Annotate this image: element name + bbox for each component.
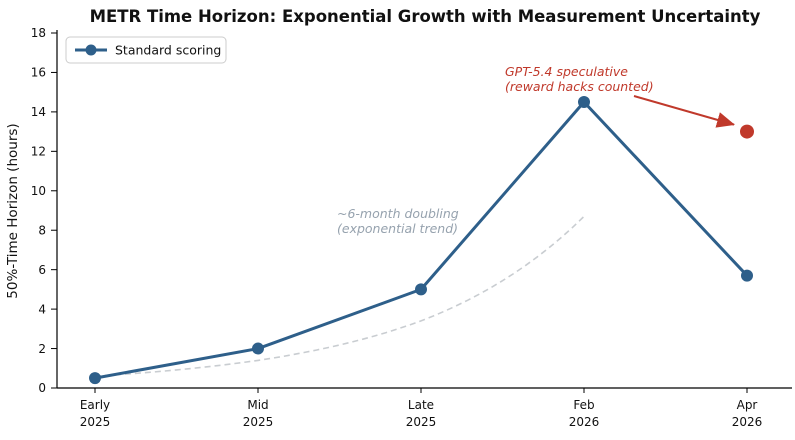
speculative-annotation-line1: GPT-5.4 speculative [505, 64, 628, 79]
x-tick-label: Late 2025 [406, 398, 437, 429]
y-axis-title: 50%-Time Horizon (hours) [5, 123, 21, 298]
x-tick-label-line: 2026 [569, 415, 600, 429]
y-tick-label: 16 [31, 66, 46, 80]
y-tick-label: 4 [38, 302, 46, 316]
y-tick-label: 18 [31, 26, 46, 40]
trend-annotation: ~6-month doubling (exponential trend) [337, 206, 463, 236]
standard-scoring-markers [89, 96, 753, 385]
y-tick-label: 12 [31, 145, 46, 159]
y-tick-label: 14 [31, 105, 46, 119]
trend-dashed-line [94, 215, 585, 377]
speculative-annotation: GPT-5.4 speculative (reward hacks counte… [505, 64, 654, 94]
y-tick-label: 6 [38, 263, 46, 277]
standard-scoring-line [94, 100, 749, 380]
x-tick-label-line: Apr [737, 398, 758, 412]
trend-annotation-line1: ~6-month doubling [337, 206, 459, 221]
annotation-arrow [633, 95, 735, 128]
standard-scoring-point [252, 342, 264, 355]
standard-scoring-point [578, 96, 590, 109]
x-tick-label: Apr 2026 [732, 398, 763, 429]
standard-scoring-point [89, 372, 101, 385]
y-tick-label: 10 [31, 184, 46, 198]
y-tick-label: 0 [38, 381, 46, 395]
x-tick-label: Feb 2026 [569, 398, 600, 429]
legend: Standard scoring [65, 36, 227, 64]
trend-annotation-line2: (exponential trend) [337, 221, 458, 236]
legend-label: Standard scoring [115, 43, 221, 58]
x-tick-label-line: Late [408, 398, 434, 412]
x-tick-label: Mid 2025 [243, 398, 274, 429]
x-tick-label-line: 2025 [243, 415, 274, 429]
speculative-annotation-line2: (reward hacks counted) [505, 79, 654, 94]
legend-box [65, 36, 227, 64]
x-tick-label-line: Early [80, 398, 110, 412]
x-tick-label: Early 2025 [80, 398, 111, 429]
speculative-point [740, 124, 754, 139]
x-tick-label-line: 2026 [732, 415, 763, 429]
legend-marker-icon [85, 44, 97, 56]
standard-scoring-point [741, 269, 753, 282]
x-tick-label-line: Mid [247, 398, 268, 412]
x-tick-label-line: 2025 [406, 415, 437, 429]
y-tick-label: 8 [38, 223, 46, 237]
standard-scoring-point [415, 283, 427, 296]
x-axis-ticks: Early 2025 Mid 2025 Late 2025 Feb 2026 Apr 2026 [80, 388, 763, 429]
y-tick-label: 2 [38, 342, 46, 356]
x-tick-label-line: Feb [573, 398, 594, 412]
y-axis-ticks: 0 2 4 6 8 10 12 14 16 18 [31, 26, 57, 395]
chart-title: METR Time Horizon: Exponential Growth wi… [90, 7, 761, 26]
x-tick-label-line: 2025 [80, 415, 111, 429]
